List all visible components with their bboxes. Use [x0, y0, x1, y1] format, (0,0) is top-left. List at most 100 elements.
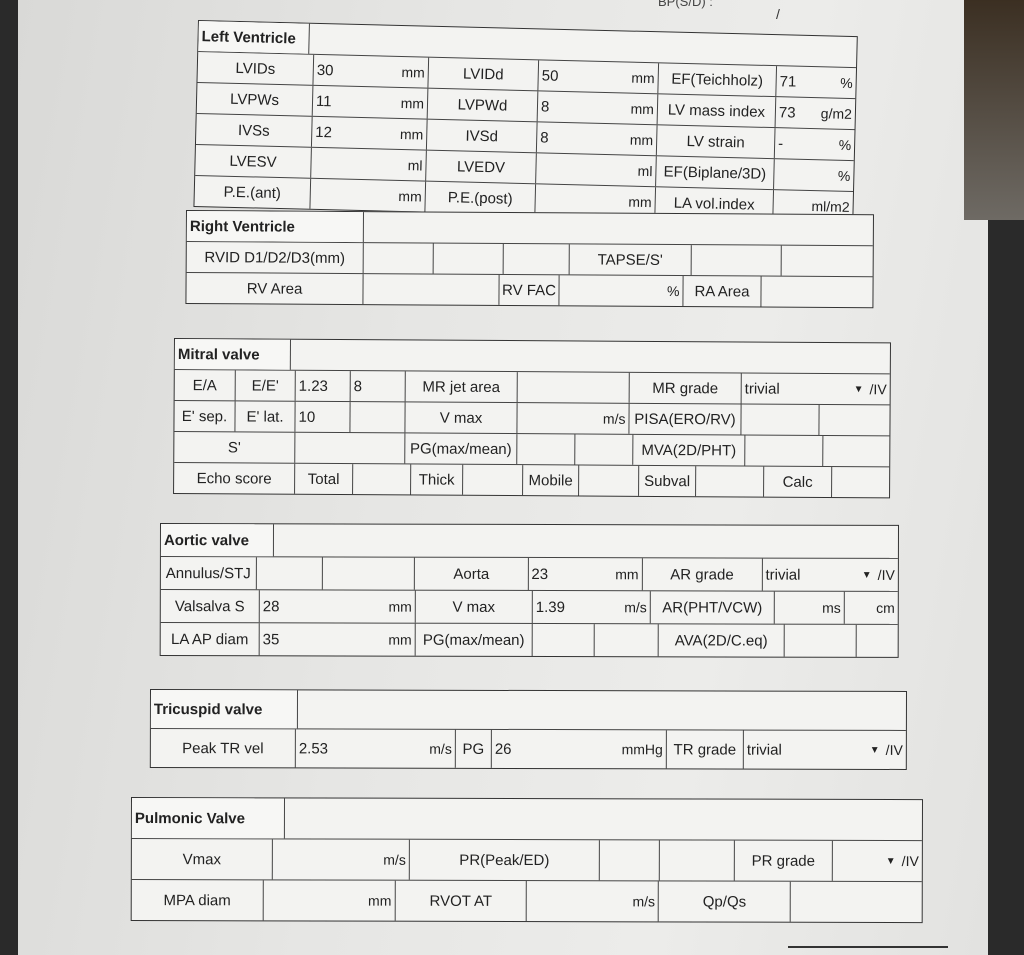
cell-text: Aorta [453, 565, 490, 583]
value-field[interactable]: ml [310, 147, 426, 181]
field-label: Echo score [174, 463, 294, 494]
value-field[interactable]: 11 mm [311, 85, 428, 119]
field-label: LVIDs [197, 52, 313, 85]
section-title: Mitral valve [174, 339, 290, 370]
empty-field[interactable] [658, 840, 734, 881]
empty-field[interactable] [516, 434, 575, 465]
cell-text: Vmax [182, 850, 222, 868]
value-field[interactable]: m/s [516, 403, 629, 434]
value-field[interactable]: 35 mm [258, 623, 415, 656]
empty-field[interactable] [255, 557, 322, 590]
empty-field[interactable] [531, 623, 594, 657]
empty-field[interactable] [690, 245, 781, 276]
empty-field[interactable] [516, 372, 629, 403]
cell-text: PG(max/mean) [409, 439, 512, 458]
field-label: IVSs [196, 114, 312, 147]
empty-field[interactable] [574, 434, 633, 465]
table-row: Mitral valve [174, 339, 890, 374]
value-field[interactable]: % [558, 275, 683, 307]
unit-label: % [837, 167, 851, 184]
value-field[interactable]: 1.23 [294, 370, 350, 402]
value-field[interactable]: -% [773, 128, 855, 161]
empty-field[interactable] [855, 624, 898, 657]
value-field[interactable]: trivial ▼ /IV [761, 558, 898, 591]
empty-field[interactable] [695, 466, 764, 497]
chevron-down-icon[interactable]: ▼ [861, 569, 872, 581]
section-title: Aortic valve [160, 524, 273, 557]
cell-text: Right Ventricle [189, 217, 295, 236]
value-field[interactable]: 28 mm [258, 590, 415, 623]
field-label: PISA(ERO/RV) [628, 403, 741, 435]
value-field[interactable]: trivial ▼ /IV [740, 373, 890, 405]
empty-field[interactable] [789, 881, 922, 923]
field-label: IVSd [425, 119, 537, 153]
value-field[interactable]: mm [262, 880, 395, 921]
value-field[interactable]: 71% [775, 66, 857, 99]
value-field[interactable]: ml [535, 153, 656, 187]
cell-text: E' sep. [181, 407, 228, 425]
value-field[interactable]: 2.53 m/s [294, 729, 455, 768]
field-label: Valsalva S [161, 590, 259, 622]
value-field[interactable]: 8 [349, 371, 405, 402]
value-field[interactable]: 23 mm [527, 557, 642, 591]
chevron-down-icon[interactable]: ▼ [869, 744, 880, 756]
value-field[interactable]: 8 mm [536, 91, 658, 125]
empty-field[interactable] [294, 432, 405, 464]
cell-text: 8 [540, 128, 549, 147]
field-label: RV FAC [498, 274, 559, 306]
section-title: Tricuspid valve [150, 690, 297, 729]
cell-text: PG [462, 740, 485, 758]
value-field[interactable]: mm [309, 178, 426, 212]
empty-field[interactable] [362, 274, 499, 305]
value-field[interactable]: ms [773, 591, 844, 624]
empty-field[interactable] [349, 402, 405, 433]
cell-text: RV Area [246, 279, 303, 298]
cell-text: TR grade [673, 740, 737, 759]
unit-label: % [838, 136, 852, 153]
value-field[interactable]: 73 g/m2 [774, 97, 856, 130]
empty-field[interactable] [432, 243, 503, 274]
empty-field[interactable] [362, 243, 433, 274]
table-row: Pulmonic Valve [131, 798, 922, 841]
value-field[interactable]: 1.39 m/s [531, 590, 650, 624]
value-field[interactable]: cm [843, 591, 898, 624]
cell-text: MR grade [652, 379, 719, 397]
empty-field[interactable] [578, 465, 639, 496]
value-field[interactable]: 12 mm [310, 116, 427, 150]
value-field[interactable]: trivial ▼ /IV [742, 730, 906, 769]
empty-field[interactable] [760, 276, 873, 308]
cell-text: LA vol.index [673, 194, 755, 214]
empty-field[interactable] [321, 557, 415, 590]
value-field[interactable]: m/s [271, 839, 409, 880]
empty-field[interactable] [780, 245, 873, 277]
value-field[interactable]: ▼ /IV [831, 840, 922, 882]
empty-field[interactable] [598, 840, 659, 881]
empty-field[interactable] [593, 624, 658, 657]
value-field[interactable]: 10 [294, 401, 350, 433]
empty-field[interactable] [740, 404, 819, 435]
value-field[interactable]: 8 mm [535, 122, 657, 156]
field-label: AR grade [641, 558, 762, 591]
cell-text: 2.53 [298, 739, 329, 757]
cell-text: - [777, 134, 784, 152]
empty-field[interactable] [783, 624, 856, 657]
empty-field[interactable] [502, 243, 569, 275]
chevron-down-icon[interactable]: ▼ [885, 855, 896, 867]
value-field[interactable]: 50 mm [537, 60, 659, 94]
empty-field[interactable] [744, 435, 823, 466]
value-field[interactable]: m/s [526, 881, 659, 922]
unit-label: mm [388, 598, 412, 615]
empty-field[interactable] [831, 467, 890, 498]
empty-field[interactable] [822, 435, 890, 467]
cell-text: trivial [744, 379, 780, 398]
value-field[interactable]: 26 mmHg [490, 729, 666, 769]
value-field[interactable]: 30 mm [312, 54, 429, 88]
unit-label: /IV [869, 381, 887, 398]
table-row: Echo score Total Thick Mobile Subval Calc [174, 462, 890, 498]
empty-field[interactable] [352, 464, 411, 495]
value-field[interactable]: % [773, 159, 854, 192]
empty-field[interactable] [462, 464, 523, 496]
cell-text: E/E' [251, 376, 279, 395]
chevron-down-icon[interactable]: ▼ [853, 383, 864, 395]
empty-field[interactable] [818, 404, 890, 436]
